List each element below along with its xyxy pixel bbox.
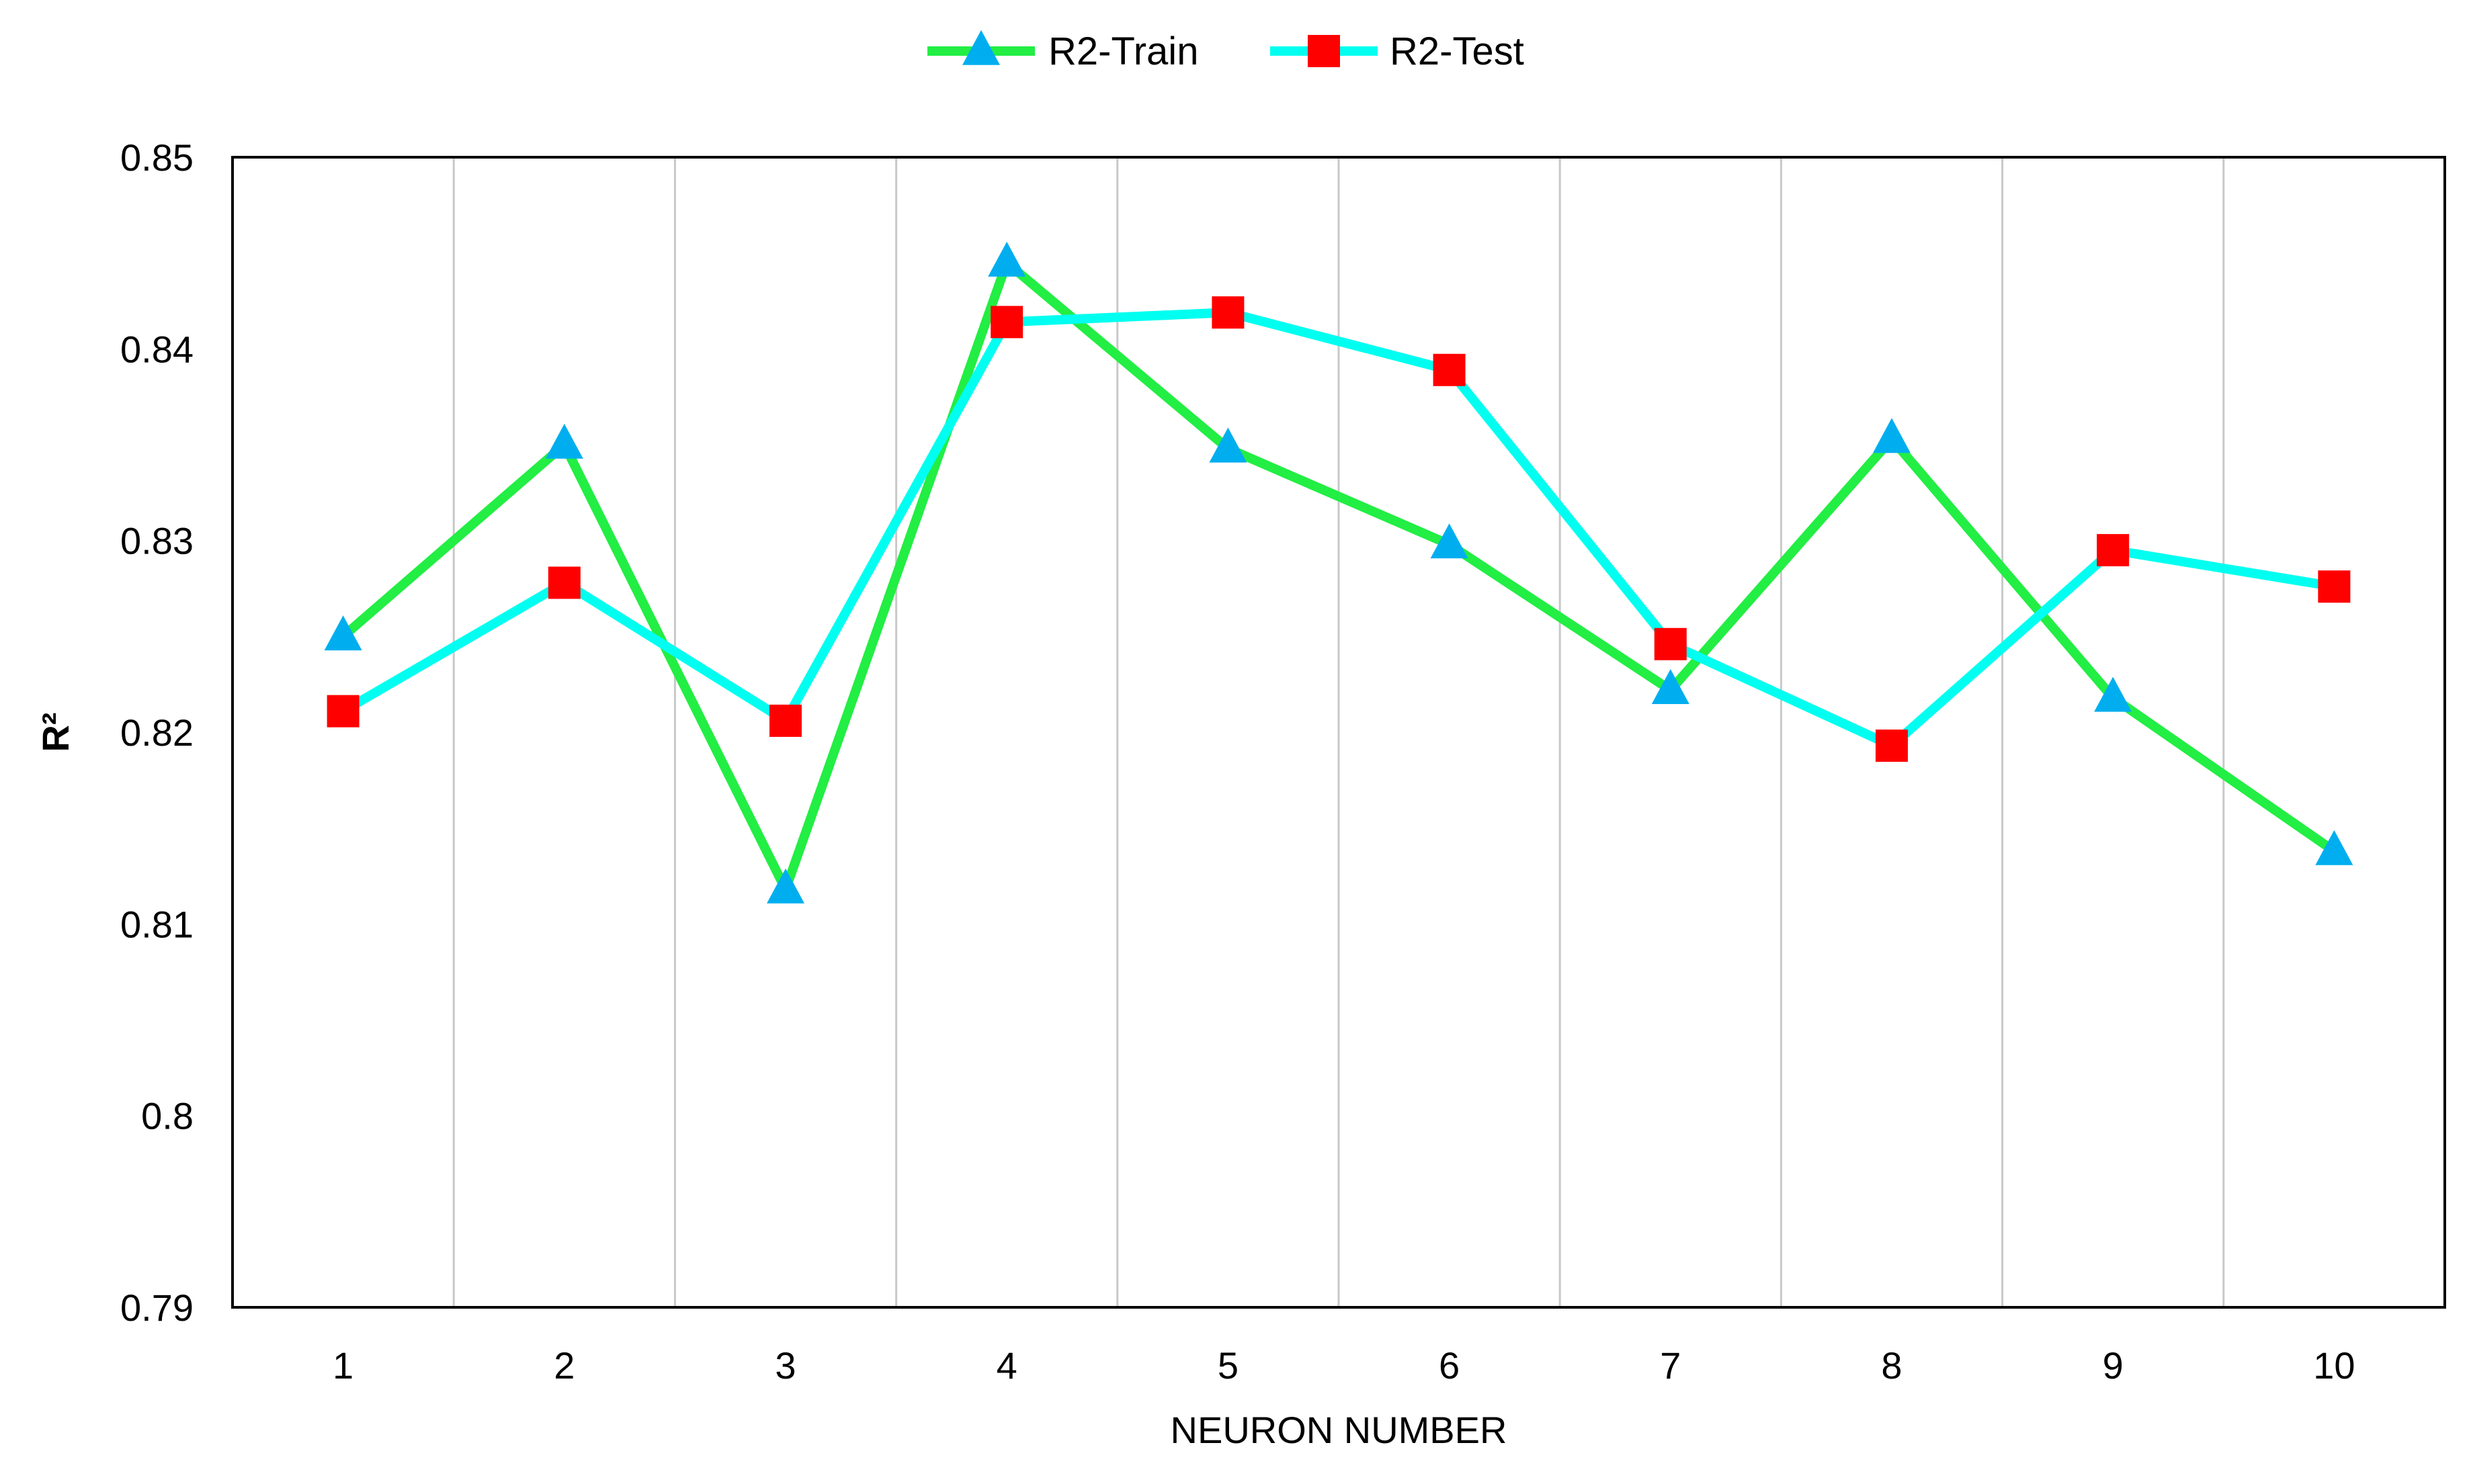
x-tick-label: 9 <box>2103 1344 2124 1387</box>
x-tick-label: 6 <box>1439 1344 1460 1387</box>
x-tick-label: 5 <box>1218 1344 1239 1387</box>
r2-test-point <box>1876 729 1908 762</box>
r2-train-point <box>545 423 583 459</box>
x-axis-title: NEURON NUMBER <box>1171 1409 1507 1451</box>
x-tick-label: 1 <box>333 1344 353 1387</box>
r2-test-point <box>327 695 360 728</box>
y-tick-label: 0.79 <box>120 1286 194 1329</box>
series-markers-r2-train <box>324 241 2353 904</box>
legend-item-r2-train: R2-Train <box>927 30 1198 73</box>
y-tick-label: 0.81 <box>120 903 194 945</box>
x-tick-label: 3 <box>775 1344 796 1387</box>
r2-train-point <box>1430 523 1468 559</box>
x-tick-label: 4 <box>997 1344 1017 1387</box>
r2-train-point <box>988 241 1026 277</box>
x-tick-label: 2 <box>554 1344 575 1387</box>
r2-test-point <box>2097 533 2130 566</box>
series-layer <box>324 241 2353 904</box>
y-tick-label: 0.85 <box>120 136 194 179</box>
r2-train-point <box>767 868 804 904</box>
r2-train-point <box>1209 427 1247 463</box>
y-tick-label: 0.83 <box>120 520 194 562</box>
x-tick-label: 8 <box>1881 1344 1902 1387</box>
r2-test-point <box>2318 570 2351 603</box>
r2-test-point <box>991 306 1023 339</box>
r2-test-point <box>769 704 802 737</box>
r2-train-point <box>1873 418 1911 453</box>
r2-train-point <box>2315 830 2353 865</box>
y-tick-label: 0.84 <box>120 328 194 370</box>
r2-test-point <box>1433 353 1466 386</box>
legend-label: R2-Train <box>1048 30 1198 73</box>
r2-train-point <box>1651 669 1689 705</box>
series-markers-r2-test <box>327 296 2351 762</box>
r2-train-point <box>324 615 362 651</box>
series-line-r2-train <box>340 257 2337 894</box>
r2-test-point <box>1212 296 1245 329</box>
legend-marker-swatch <box>962 30 1000 65</box>
legend-label: R2-Test <box>1390 30 1524 73</box>
y-tick-label: 0.82 <box>120 711 194 754</box>
r2-train-point <box>2094 676 2132 712</box>
y-axis-ticks: 0.79 0.8 0.81 0.82 0.83 0.84 0.85 <box>120 136 194 1329</box>
y-axis-title: R² <box>34 712 77 752</box>
legend: R2-Train R2-Test <box>927 30 1524 73</box>
x-axis-ticks: 1 2 3 4 5 6 7 8 9 10 <box>333 1344 2355 1387</box>
legend-item-r2-test: R2-Test <box>1270 30 1524 73</box>
gridlines <box>452 157 2225 1307</box>
x-tick-label: 7 <box>1660 1344 1681 1387</box>
plot-area <box>231 156 2446 1309</box>
y-tick-label: 0.8 <box>141 1095 194 1137</box>
legend-marker-swatch <box>1308 35 1340 67</box>
x-tick-label: 10 <box>2313 1344 2355 1387</box>
r2-test-point <box>548 566 581 599</box>
series-line-r2-test <box>341 308 2335 750</box>
r2-test-point <box>1654 627 1687 660</box>
